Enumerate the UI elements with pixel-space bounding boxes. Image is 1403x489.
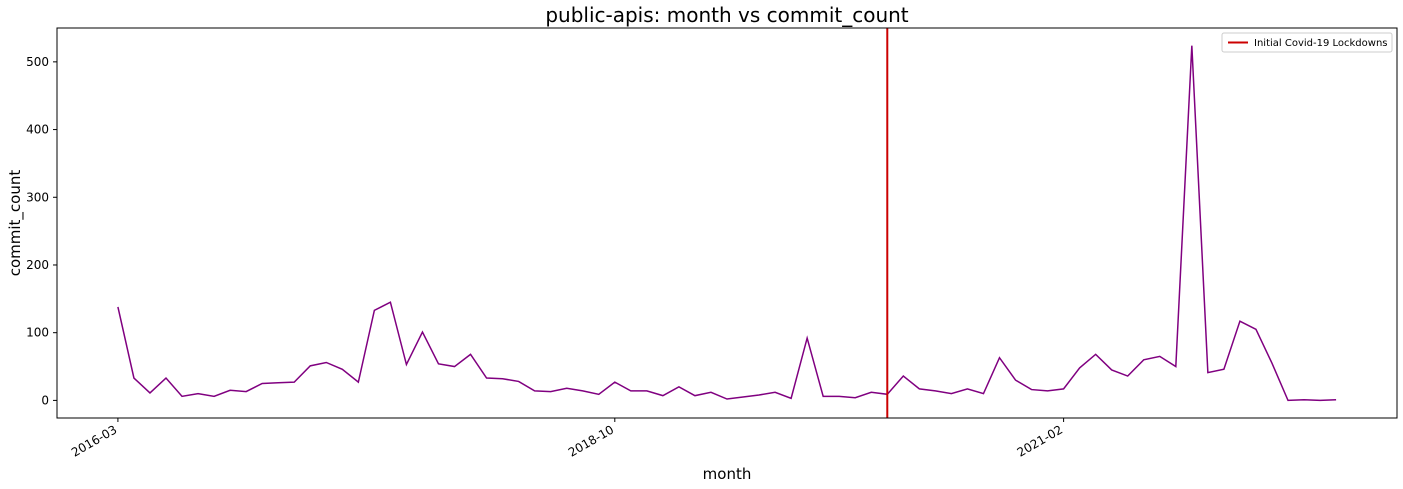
y-tick-label: 400 (26, 123, 49, 137)
line-series (117, 45, 1337, 402)
y-axis-label: commit_count (6, 170, 25, 277)
y-tick-label: 500 (26, 55, 49, 69)
y-tick-label: 0 (41, 393, 49, 407)
legend-label: Initial Covid-19 Lockdowns (1254, 38, 1388, 49)
chart-title: public-apis: month vs commit_count (545, 3, 908, 27)
plot-frame (56, 27, 1398, 419)
x-tick-label: 2018-10 (566, 422, 616, 459)
x-tick-label: 2021-02 (1015, 422, 1065, 459)
y-tick-label: 100 (26, 326, 49, 340)
y-tick-label: 200 (26, 258, 49, 272)
x-tick-label: 2016-03 (69, 422, 119, 459)
y-tick-label: 300 (26, 190, 49, 204)
legend-box (1221, 32, 1393, 53)
x-axis-label: month (703, 465, 752, 483)
